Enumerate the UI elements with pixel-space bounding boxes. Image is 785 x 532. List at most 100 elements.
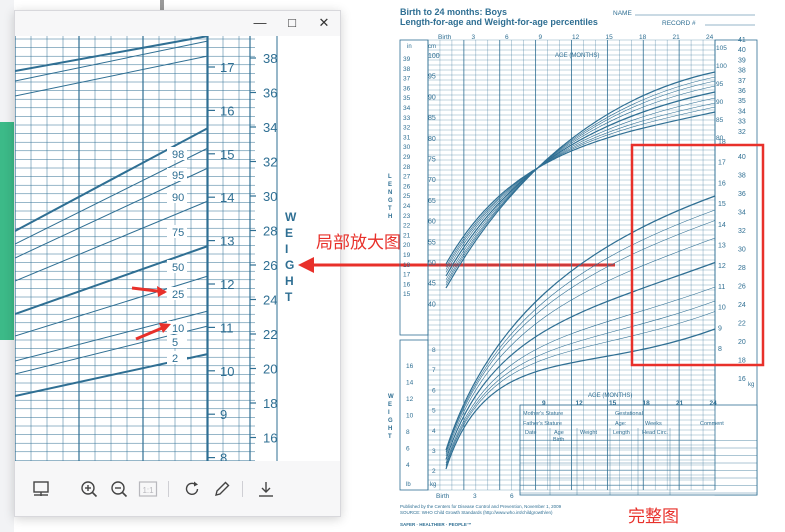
fathers-stature-label: Father's Stature <box>523 421 562 427</box>
length-in-tick: 17 <box>403 272 411 279</box>
low-age-axis-label: 24 <box>710 400 718 407</box>
right-lb-tick: 38 <box>738 173 746 180</box>
lb-tick-label: 24 <box>263 293 277 308</box>
percentile-label-25: 25 <box>172 289 184 301</box>
length-curve <box>445 111 716 265</box>
low-age-axis-label: 15 <box>609 400 617 407</box>
length-curve <box>445 91 716 277</box>
right-in-tick: 41 <box>738 37 746 44</box>
full-growth-chart: Birth to 24 months: Boys Length-for-age a… <box>370 0 770 532</box>
length-curve <box>445 76 716 286</box>
right-kg-tick: 9 <box>718 325 722 332</box>
percentile-label-75: 75 <box>172 227 184 239</box>
close-button[interactable]: ✕ <box>318 15 330 30</box>
weight-letter: I <box>388 410 390 416</box>
lb-tick-label: 20 <box>263 362 277 377</box>
percentile-label-95: 95 <box>172 170 184 182</box>
percentile-label-10: 10 <box>172 323 184 335</box>
layout-icon[interactable] <box>29 477 53 501</box>
right-in-tick: 40 <box>738 47 746 54</box>
download-icon[interactable] <box>254 477 278 501</box>
zoom-in-icon[interactable] <box>77 477 101 501</box>
length-letter: H <box>388 214 392 220</box>
length-in-tick: 18 <box>403 262 411 269</box>
top-axis-label: 9 <box>539 34 543 41</box>
percentile-curve <box>15 147 209 245</box>
length-in-tick: 34 <box>403 105 411 112</box>
right-cm-tick: 105 <box>716 45 727 52</box>
lower-kg-tick: 6 <box>432 387 436 394</box>
full-chart-curves <box>445 71 716 470</box>
right-lb-tick: 32 <box>738 228 746 235</box>
right-in-tick: 36 <box>738 88 746 95</box>
minimize-button[interactable]: — <box>253 15 267 30</box>
cm-label: cm <box>428 44 436 50</box>
kg-tick-label: 9 <box>220 407 227 422</box>
percentile-curve <box>15 55 209 97</box>
lb-tick-label: 22 <box>263 327 277 342</box>
length-cm-tick: 40 <box>428 301 436 308</box>
weight-curve <box>445 209 716 453</box>
title-bar[interactable]: — □ ✕ <box>15 11 340 36</box>
label-bg <box>167 147 187 160</box>
top-axis-label: 15 <box>606 34 614 41</box>
right-cm-tick: 90 <box>716 99 724 106</box>
weight-letter: E <box>388 402 392 408</box>
label-bg <box>167 260 187 273</box>
right-in-tick: 37 <box>738 78 746 85</box>
red-arrow-25 <box>131 286 167 297</box>
length-in-tick: 33 <box>403 115 411 122</box>
length-in-tick: 36 <box>403 85 411 92</box>
lb-label: lb <box>406 482 411 488</box>
lower-kg-tick: 4 <box>432 428 436 435</box>
right-lb-tick: 22 <box>738 321 746 328</box>
length-letter: N <box>388 190 392 196</box>
percentile-curve <box>15 275 209 337</box>
weight-curve <box>445 311 716 467</box>
low-age-axis-label: 21 <box>676 400 684 407</box>
rotate-icon[interactable] <box>180 477 204 501</box>
lower-kg-tick: 8 <box>432 347 436 354</box>
weight-axis-letter: T <box>285 290 293 304</box>
record-label: RECORD # <box>662 20 696 27</box>
weight-axis-letter: I <box>285 242 288 256</box>
length-letter: G <box>388 198 393 204</box>
age-axis-title-low: AGE (MONTHS) <box>588 393 632 399</box>
bottom-axis-label: 6 <box>510 493 514 500</box>
toolbar-divider <box>168 481 169 497</box>
kg-label: kg <box>748 382 754 388</box>
chart-title-2: Length-for-age and Weight-for-age percen… <box>400 17 598 27</box>
length-in-tick: 16 <box>403 281 411 288</box>
gestational-label: Gestational <box>615 411 643 417</box>
toolbar-divider-2 <box>242 481 243 497</box>
low-age-axis-label: 12 <box>576 400 584 407</box>
actual-size-icon[interactable]: 1:1 <box>136 477 160 501</box>
gray-tab <box>160 0 164 12</box>
length-letter: L <box>388 174 392 180</box>
zoom-out-icon[interactable] <box>107 477 131 501</box>
label-bg <box>167 190 187 203</box>
right-kg-tick: 11 <box>718 284 725 291</box>
in-label: in <box>407 44 412 50</box>
zoomed-image-canvas[interactable]: 17 16 15 14 13 12 11 10 9 8 38 36 34 32 30 28 26 24 22 20 18… <box>15 36 340 461</box>
length-curve <box>445 80 716 283</box>
zoom-region-highlight <box>630 143 765 367</box>
length-in-tick: 21 <box>403 232 411 239</box>
right-lb-tick: 34 <box>738 210 746 217</box>
length-in-tick: 28 <box>403 164 411 171</box>
percentile-curve <box>15 167 209 259</box>
right-in-tick: 35 <box>738 98 746 105</box>
right-cm-tick: 95 <box>716 81 724 88</box>
low-age-axis-label: 9 <box>542 400 546 407</box>
zoomed-chart-labels: 1716151413121110983836343230282624222018… <box>167 51 297 461</box>
weight-axis-letter: W <box>285 210 297 224</box>
right-lb-tick: 16 <box>738 376 746 383</box>
maximize-button[interactable]: □ <box>288 15 296 30</box>
edit-icon[interactable] <box>210 477 234 501</box>
mothers-stature-label: Mother's Stature <box>523 411 563 417</box>
footer-line-1: Published by the Centers for Disease Con… <box>400 504 562 509</box>
image-viewer-window: — □ ✕ 17 16 15 14 13 12 11 10 9 8 38 36 34 32 30 28 26 24… <box>14 10 341 517</box>
right-kg-tick: 15 <box>718 201 726 208</box>
length-curve <box>445 102 716 270</box>
